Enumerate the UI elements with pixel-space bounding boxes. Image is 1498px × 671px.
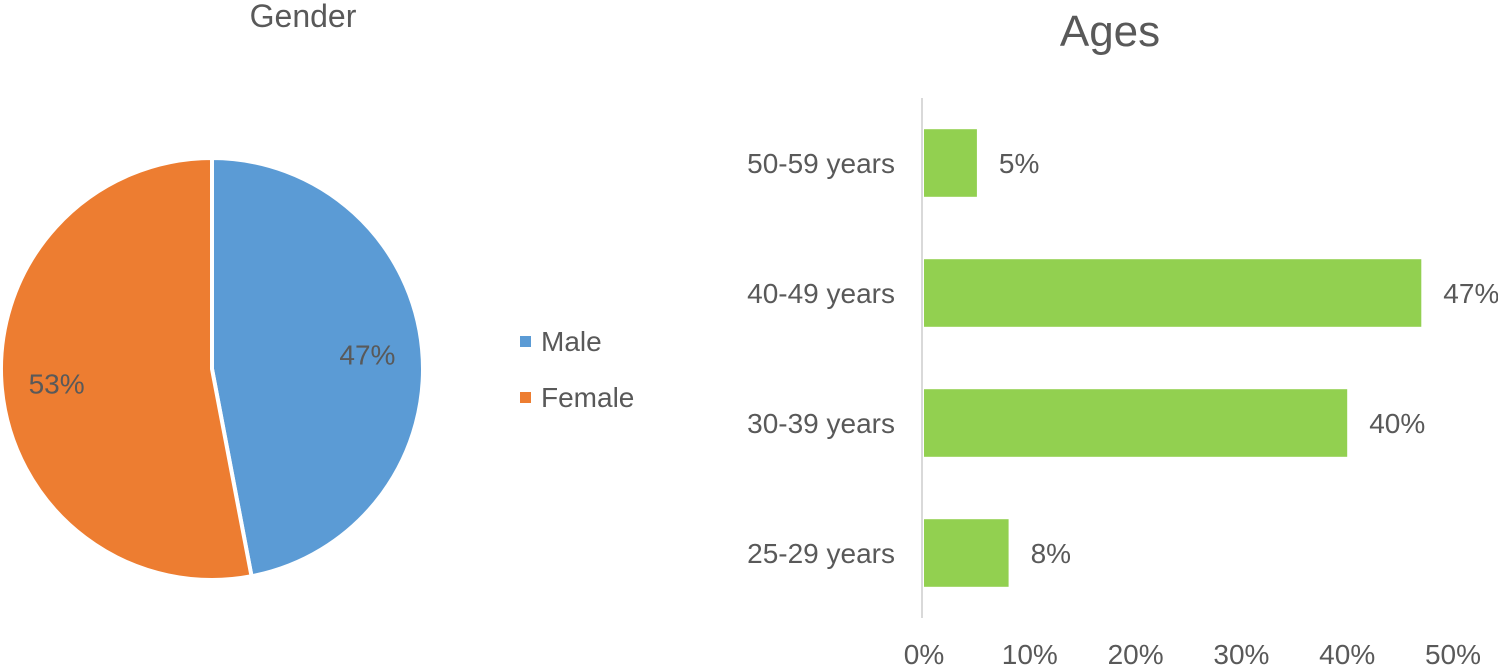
value-label-50-59-years: 5% <box>999 148 1039 179</box>
ages-chart-title: Ages <box>1060 7 1160 56</box>
pie-slice-female <box>0 155 254 582</box>
value-label-40-49-years: 47% <box>1443 278 1498 309</box>
legend-label-male: Male <box>541 326 602 357</box>
x-tick-label: 20% <box>1108 639 1164 666</box>
bar-50-59-years <box>924 129 977 197</box>
ages-bar-chart: Ages 50-59 years 40-49 years 30-39 years 25… <box>747 7 1498 670</box>
x-tick-label: 50% <box>1425 639 1481 666</box>
gender-pie-chart: Gender 47% 53% Male Female <box>0 0 634 582</box>
x-tick-label: 0% <box>904 639 944 666</box>
x-tick-label: 10% <box>1002 639 1058 666</box>
pie-label-male: 47% <box>339 339 395 370</box>
bar-40-49-years <box>924 259 1422 327</box>
bar-25-29-years <box>924 519 1009 587</box>
x-tick-label: 30% <box>1213 639 1269 666</box>
category-label-25-29-years: 25-29 years <box>747 538 895 569</box>
legend-label-female: Female <box>541 382 634 413</box>
category-label-40-49-years: 40-49 years <box>747 278 895 309</box>
value-label-30-39-years: 40% <box>1369 408 1425 439</box>
pie-label-female: 53% <box>29 369 85 400</box>
value-label-25-29-years: 8% <box>1031 538 1071 569</box>
x-tick-label: 40% <box>1319 639 1375 666</box>
legend-swatch-male <box>520 336 531 347</box>
bar-30-39-years <box>924 389 1348 457</box>
gender-chart-title: Gender <box>250 0 357 34</box>
category-label-30-39-years: 30-39 years <box>747 408 895 439</box>
category-label-50-59-years: 50-59 years <box>747 148 895 179</box>
legend-swatch-female <box>520 392 531 403</box>
pie-slice-male <box>210 155 425 579</box>
